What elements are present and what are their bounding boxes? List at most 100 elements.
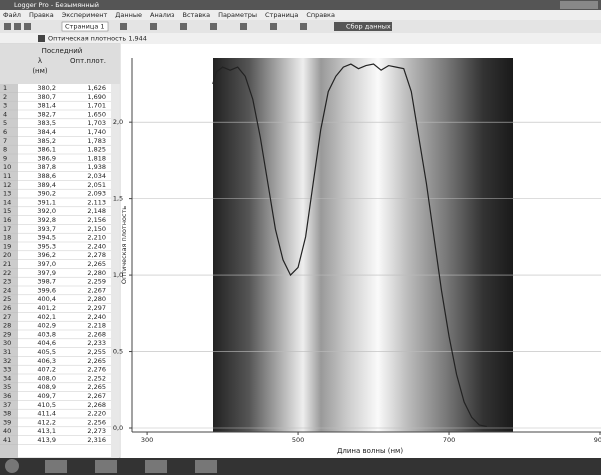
cell-wavelength: 383,5 (37, 119, 56, 127)
cell-absorbance: 2,265 (87, 260, 106, 268)
menu-item[interactable]: Анализ (150, 11, 175, 19)
cell-wavelength: 402,9 (37, 322, 56, 330)
cell-absorbance: 1,938 (87, 163, 106, 171)
cell-absorbance: 2,268 (87, 401, 106, 409)
spectrum-background (213, 58, 513, 432)
icon-save[interactable] (24, 23, 31, 30)
cell-wavelength: 404,6 (37, 339, 56, 347)
menu-item[interactable]: Эксперимент (62, 11, 108, 19)
icon-tool[interactable] (210, 23, 217, 30)
row-index: 27 (3, 313, 11, 321)
menu-item[interactable]: Параметры (218, 11, 257, 19)
row-index: 36 (3, 392, 11, 400)
cell-absorbance: 2,316 (87, 436, 106, 444)
row-index: 3 (3, 102, 7, 110)
menu-item[interactable]: Правка (29, 11, 54, 19)
row-index: 7 (3, 137, 7, 145)
column-header: λ (38, 57, 42, 65)
taskbar-app[interactable] (145, 460, 167, 473)
x-tick-label: 900 (594, 436, 601, 444)
row-index: 18 (3, 234, 11, 242)
axes: 0,0 0,5 1,0 1,5 2,0 300 500 700 900 (113, 118, 601, 444)
icon-tool[interactable] (300, 23, 307, 30)
cell-absorbance: 2,265 (87, 383, 106, 391)
cell-absorbance: 2,297 (87, 304, 106, 312)
row-index: 6 (3, 128, 7, 136)
menu-item[interactable]: Файл (3, 11, 21, 19)
cell-wavelength: 386,9 (37, 154, 56, 162)
taskbar-app[interactable] (95, 460, 117, 473)
icon-open[interactable] (14, 23, 21, 30)
cell-absorbance: 2,156 (87, 216, 106, 224)
icon-tool[interactable] (270, 23, 277, 30)
taskbar (0, 458, 601, 475)
table-header (0, 44, 120, 84)
cell-wavelength: 406,3 (37, 357, 56, 365)
taskbar-app[interactable] (45, 460, 67, 473)
row-index: 24 (3, 286, 11, 294)
menu-item[interactable]: Справка (306, 11, 335, 19)
cell-absorbance: 1,818 (87, 154, 106, 162)
cell-absorbance: 2,034 (87, 172, 106, 180)
window-title: Logger Pro - Безымянный (14, 1, 99, 9)
row-index: 11 (3, 172, 11, 180)
cell-absorbance: 2,240 (87, 313, 106, 321)
row-index: 29 (3, 330, 11, 338)
menu-item[interactable]: Страница (265, 11, 298, 19)
cell-wavelength: 408,9 (37, 383, 56, 391)
cell-wavelength: 397,0 (37, 260, 56, 268)
cell-absorbance: 1,690 (87, 93, 106, 101)
cell-absorbance: 2,051 (87, 181, 106, 189)
row-index: 14 (3, 198, 11, 206)
row-index: 26 (3, 304, 11, 312)
cell-wavelength: 407,2 (37, 366, 56, 374)
x-tick-label: 300 (141, 436, 153, 444)
cell-wavelength: 413,1 (37, 427, 56, 435)
cell-absorbance: 1,783 (87, 137, 106, 145)
cell-wavelength: 381,4 (37, 102, 56, 110)
cell-wavelength: 388,6 (37, 172, 56, 180)
scrollbar[interactable] (111, 84, 119, 458)
row-index: 20 (3, 251, 11, 259)
window-controls[interactable] (560, 1, 598, 9)
menu-item[interactable]: Вставка (183, 11, 211, 19)
cell-wavelength: 400,4 (37, 295, 56, 303)
cell-wavelength: 411,4 (37, 410, 56, 418)
icon-new[interactable] (4, 23, 11, 30)
cell-wavelength: 402,1 (37, 313, 56, 321)
icon-tool[interactable] (150, 23, 157, 30)
cell-absorbance: 2,273 (87, 427, 106, 435)
table-rows: 1 380,2 1,626 2 380,7 1,690 3 381,4 1,701 4 382,7 1… (0, 84, 111, 445)
cell-absorbance: 2,259 (87, 278, 106, 286)
x-axis-label: Длина волны (нм) (337, 447, 403, 455)
cell-absorbance: 2,268 (87, 330, 106, 338)
row-index: 4 (3, 110, 7, 118)
row-index: 25 (3, 295, 11, 303)
y-tick-label: 0,5 (113, 348, 123, 356)
row-index: 9 (3, 154, 7, 162)
cell-absorbance: 2,278 (87, 251, 106, 259)
row-index: 21 (3, 260, 11, 268)
collect-label: Сбор данных (346, 23, 391, 31)
cell-absorbance: 1,650 (87, 110, 106, 118)
x-tick-label: 500 (292, 436, 304, 444)
cell-wavelength: 391,1 (37, 198, 56, 206)
page-select[interactable] (61, 21, 109, 32)
row-index: 31 (3, 348, 11, 356)
menu-item[interactable]: Данные (115, 11, 142, 19)
cell-absorbance: 2,240 (87, 242, 106, 250)
cell-wavelength: 401,2 (37, 304, 56, 312)
icon-tool[interactable] (180, 23, 187, 30)
y-tick-label: 1,0 (113, 271, 123, 279)
icon-tool[interactable] (240, 23, 247, 30)
taskbar-app[interactable] (195, 460, 217, 473)
menu: Файл Правка Эксперимент Данные Анализ Вставка… (3, 11, 335, 19)
row-index: 19 (3, 242, 11, 250)
icon-tool[interactable] (120, 23, 127, 30)
cell-wavelength: 389,4 (37, 181, 56, 189)
collect-button[interactable] (334, 22, 392, 31)
start-button[interactable] (5, 459, 19, 473)
column-unit: (нм) (32, 67, 48, 75)
cell-absorbance: 2,148 (87, 207, 106, 215)
